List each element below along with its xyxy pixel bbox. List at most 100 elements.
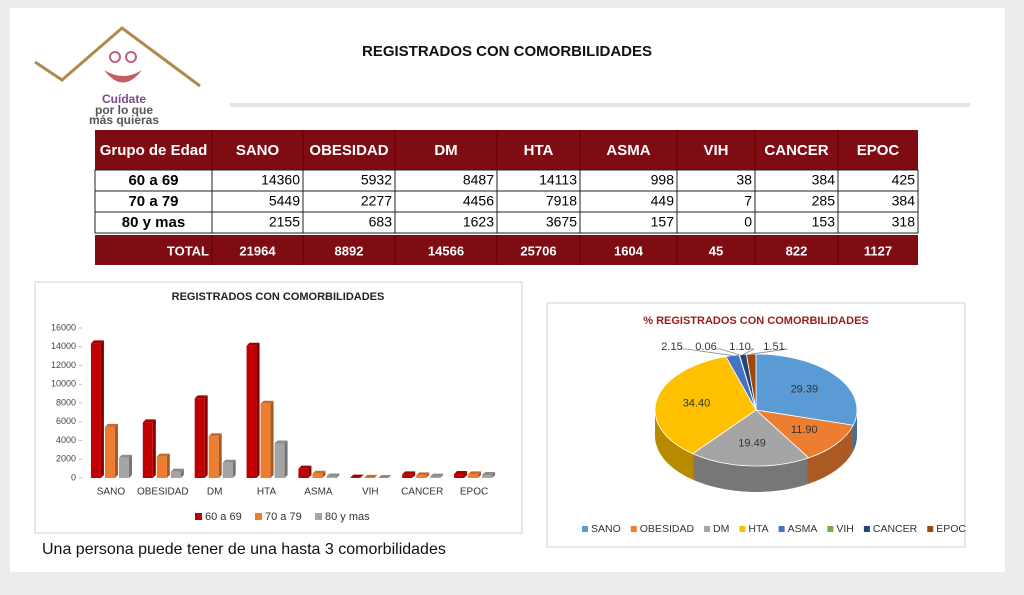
legend-swatch [315, 513, 322, 520]
data-label: 0.06 [695, 341, 716, 353]
legend-label: 60 a 69 [205, 511, 242, 523]
table-cell: 14113 [539, 172, 577, 188]
table-cell: 157 [651, 214, 675, 230]
total-cell: 21964 [239, 243, 276, 258]
chart-title: % REGISTRADOS CON COMORBILIDADES [643, 315, 869, 327]
table-cell: 5932 [361, 172, 392, 188]
table-cell: 3675 [546, 214, 577, 230]
bar [171, 472, 181, 478]
legend-label: CANCER [873, 523, 918, 535]
table-header: SANO [236, 142, 280, 159]
bar-side [257, 343, 260, 478]
x-tick-label: HTA [257, 487, 277, 498]
table-cell: 318 [892, 214, 916, 230]
row-label: 80 y mas [122, 214, 185, 231]
x-tick-label: EPOC [460, 487, 488, 498]
total-cell: 45 [709, 243, 723, 258]
bar [312, 474, 322, 478]
bar [195, 398, 205, 478]
table-cell: 7918 [546, 193, 577, 209]
y-tick-label: 16000 [51, 322, 76, 332]
table-cell: 2277 [361, 193, 392, 209]
legend-label: DM [713, 523, 729, 535]
bar [468, 474, 478, 478]
table-cell: 449 [651, 193, 675, 209]
data-label: 1.10 [729, 341, 750, 353]
table-row [95, 191, 918, 212]
data-label: 29.39 [791, 384, 819, 396]
table-header: VIH [703, 142, 728, 159]
bar-side [205, 395, 208, 478]
bar-side [219, 433, 222, 478]
table-cell: 153 [812, 214, 836, 230]
x-tick-label: SANO [97, 487, 126, 498]
y-tick-label: 0 [71, 472, 76, 482]
table-header: ASMA [606, 142, 650, 159]
divider [230, 103, 970, 107]
table-cell: 285 [812, 193, 836, 209]
legend-label: ASMA [788, 523, 818, 535]
bar-side [115, 424, 118, 478]
total-cell: 25706 [520, 243, 556, 258]
bar-side [271, 401, 274, 478]
bar [209, 436, 219, 478]
legend-label: EPOC [936, 523, 966, 535]
table-cell: 0 [744, 214, 752, 230]
bar [143, 422, 153, 478]
legend-swatch [739, 526, 745, 532]
total-cell: 8892 [335, 243, 364, 258]
total-cell: 822 [786, 243, 808, 258]
table-cell: 384 [812, 172, 836, 188]
bar-side [233, 460, 236, 478]
legend-swatch [704, 526, 710, 532]
table-header: HTA [524, 142, 554, 159]
table-cell: 14360 [261, 172, 300, 188]
table-cell: 4456 [463, 193, 494, 209]
table-cell: 384 [892, 193, 916, 209]
y-tick-label: 4000 [56, 435, 76, 445]
legend-label: 70 a 79 [265, 511, 302, 523]
bar [223, 463, 233, 478]
legend-swatch [927, 526, 933, 532]
table-cell: 7 [744, 193, 752, 209]
legend-label: VIH [836, 523, 854, 535]
table-row [95, 212, 918, 233]
legend-swatch [779, 526, 785, 532]
legend-swatch [827, 526, 833, 532]
table-cell: 2155 [269, 214, 300, 230]
legend-swatch [631, 526, 637, 532]
y-tick-label: 8000 [56, 397, 76, 407]
x-tick-label: OBESIDAD [137, 487, 189, 498]
x-tick-label: ASMA [304, 487, 333, 498]
y-tick-label: 12000 [51, 360, 76, 370]
bar [261, 404, 271, 478]
x-tick-label: CANCER [401, 487, 443, 498]
legend-swatch [255, 513, 262, 520]
y-tick-label: 2000 [56, 454, 76, 464]
bar [416, 475, 426, 478]
table-header: DM [434, 142, 457, 159]
footnote: Una persona puede tener de una hasta 3 c… [42, 541, 446, 558]
page-title: REGISTRADOS CON COMORBILIDADES [362, 43, 652, 60]
legend-label: HTA [748, 523, 768, 535]
bar [119, 458, 129, 478]
total-cell: 1127 [864, 243, 892, 258]
y-tick-label: 10000 [51, 379, 76, 389]
table-header: EPOC [857, 142, 900, 159]
bar-side [153, 419, 156, 478]
bar-side [285, 441, 288, 478]
legend-swatch [582, 526, 588, 532]
legend-swatch [195, 513, 202, 520]
legend-label: 80 y mas [325, 511, 370, 523]
table-cell: 425 [892, 172, 916, 188]
table-cell: 683 [369, 214, 393, 230]
bar-side [129, 455, 132, 478]
table-cell: 998 [651, 172, 675, 188]
row-label: 70 a 79 [128, 193, 178, 210]
bar [298, 469, 308, 478]
chart-title: REGISTRADOS CON COMORBILIDADES [172, 291, 385, 303]
bar [326, 477, 336, 478]
bar-side [167, 454, 170, 478]
bar [454, 474, 464, 478]
data-label: 11.90 [791, 424, 818, 436]
